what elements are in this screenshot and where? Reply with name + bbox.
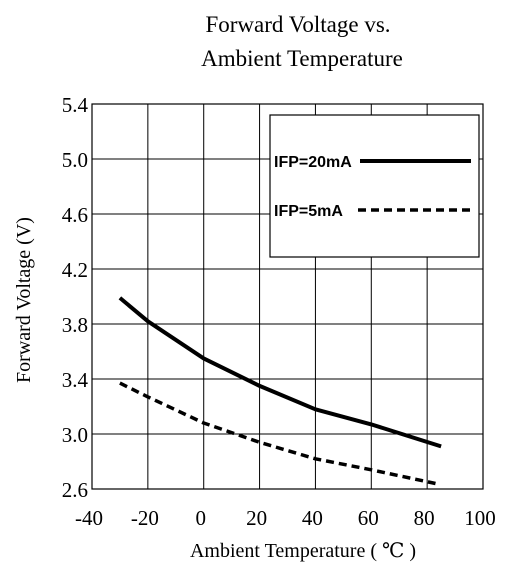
plot-frame (91, 103, 484, 490)
y-axis-label: Forward Voltage (V) (13, 217, 35, 383)
x-tick-labels: -40 -20 0 20 40 60 80 100 (75, 506, 496, 530)
y-tick-label: 3.8 (62, 313, 88, 337)
chart-title-line-1: Forward Voltage vs. (205, 12, 390, 37)
y-tick-label: 3.4 (62, 368, 89, 392)
x-tick-label: 60 (358, 506, 379, 530)
y-tick-label: 2.6 (62, 478, 88, 502)
legend-label-2: IFP=5mA (274, 203, 343, 220)
legend: IFP=20mA IFP=5mA (269, 114, 480, 258)
x-tick-label: 80 (414, 506, 435, 530)
series-line-1 (118, 296, 442, 449)
legend-label-1: IFP=20mA (274, 154, 352, 171)
series-group (118, 296, 442, 486)
x-tick-label: 40 (302, 506, 323, 530)
x-tick-label: -20 (131, 506, 159, 530)
y-tick-label: 4.6 (62, 203, 88, 227)
x-axis-label: Ambient Temperature ( ℃ ) (190, 540, 416, 562)
y-tick-label: 5.0 (62, 148, 88, 172)
x-tick-label: -40 (75, 506, 103, 530)
x-tick-label: 20 (246, 506, 267, 530)
x-tick-label: 0 (195, 506, 206, 530)
y-tick-label: 5.4 (62, 93, 89, 117)
y-tick-labels: 2.6 3.0 3.4 3.8 4.2 4.6 5.0 5.4 (62, 93, 89, 502)
y-tick-label: 3.0 (62, 423, 88, 447)
legend-box (269, 114, 480, 258)
x-tick-label: 100 (464, 506, 496, 530)
series-line-2 (119, 381, 436, 486)
y-tick-label: 4.2 (62, 258, 88, 282)
chart-title-line-2: Ambient Temperature (201, 46, 403, 71)
